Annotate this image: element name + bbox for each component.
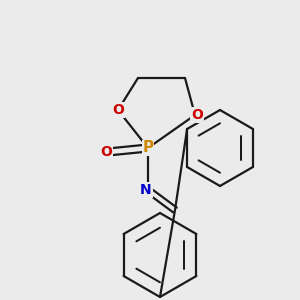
Text: N: N bbox=[140, 183, 152, 197]
Text: P: P bbox=[142, 140, 154, 155]
Text: O: O bbox=[112, 103, 124, 117]
Text: O: O bbox=[191, 108, 203, 122]
Text: O: O bbox=[100, 145, 112, 159]
